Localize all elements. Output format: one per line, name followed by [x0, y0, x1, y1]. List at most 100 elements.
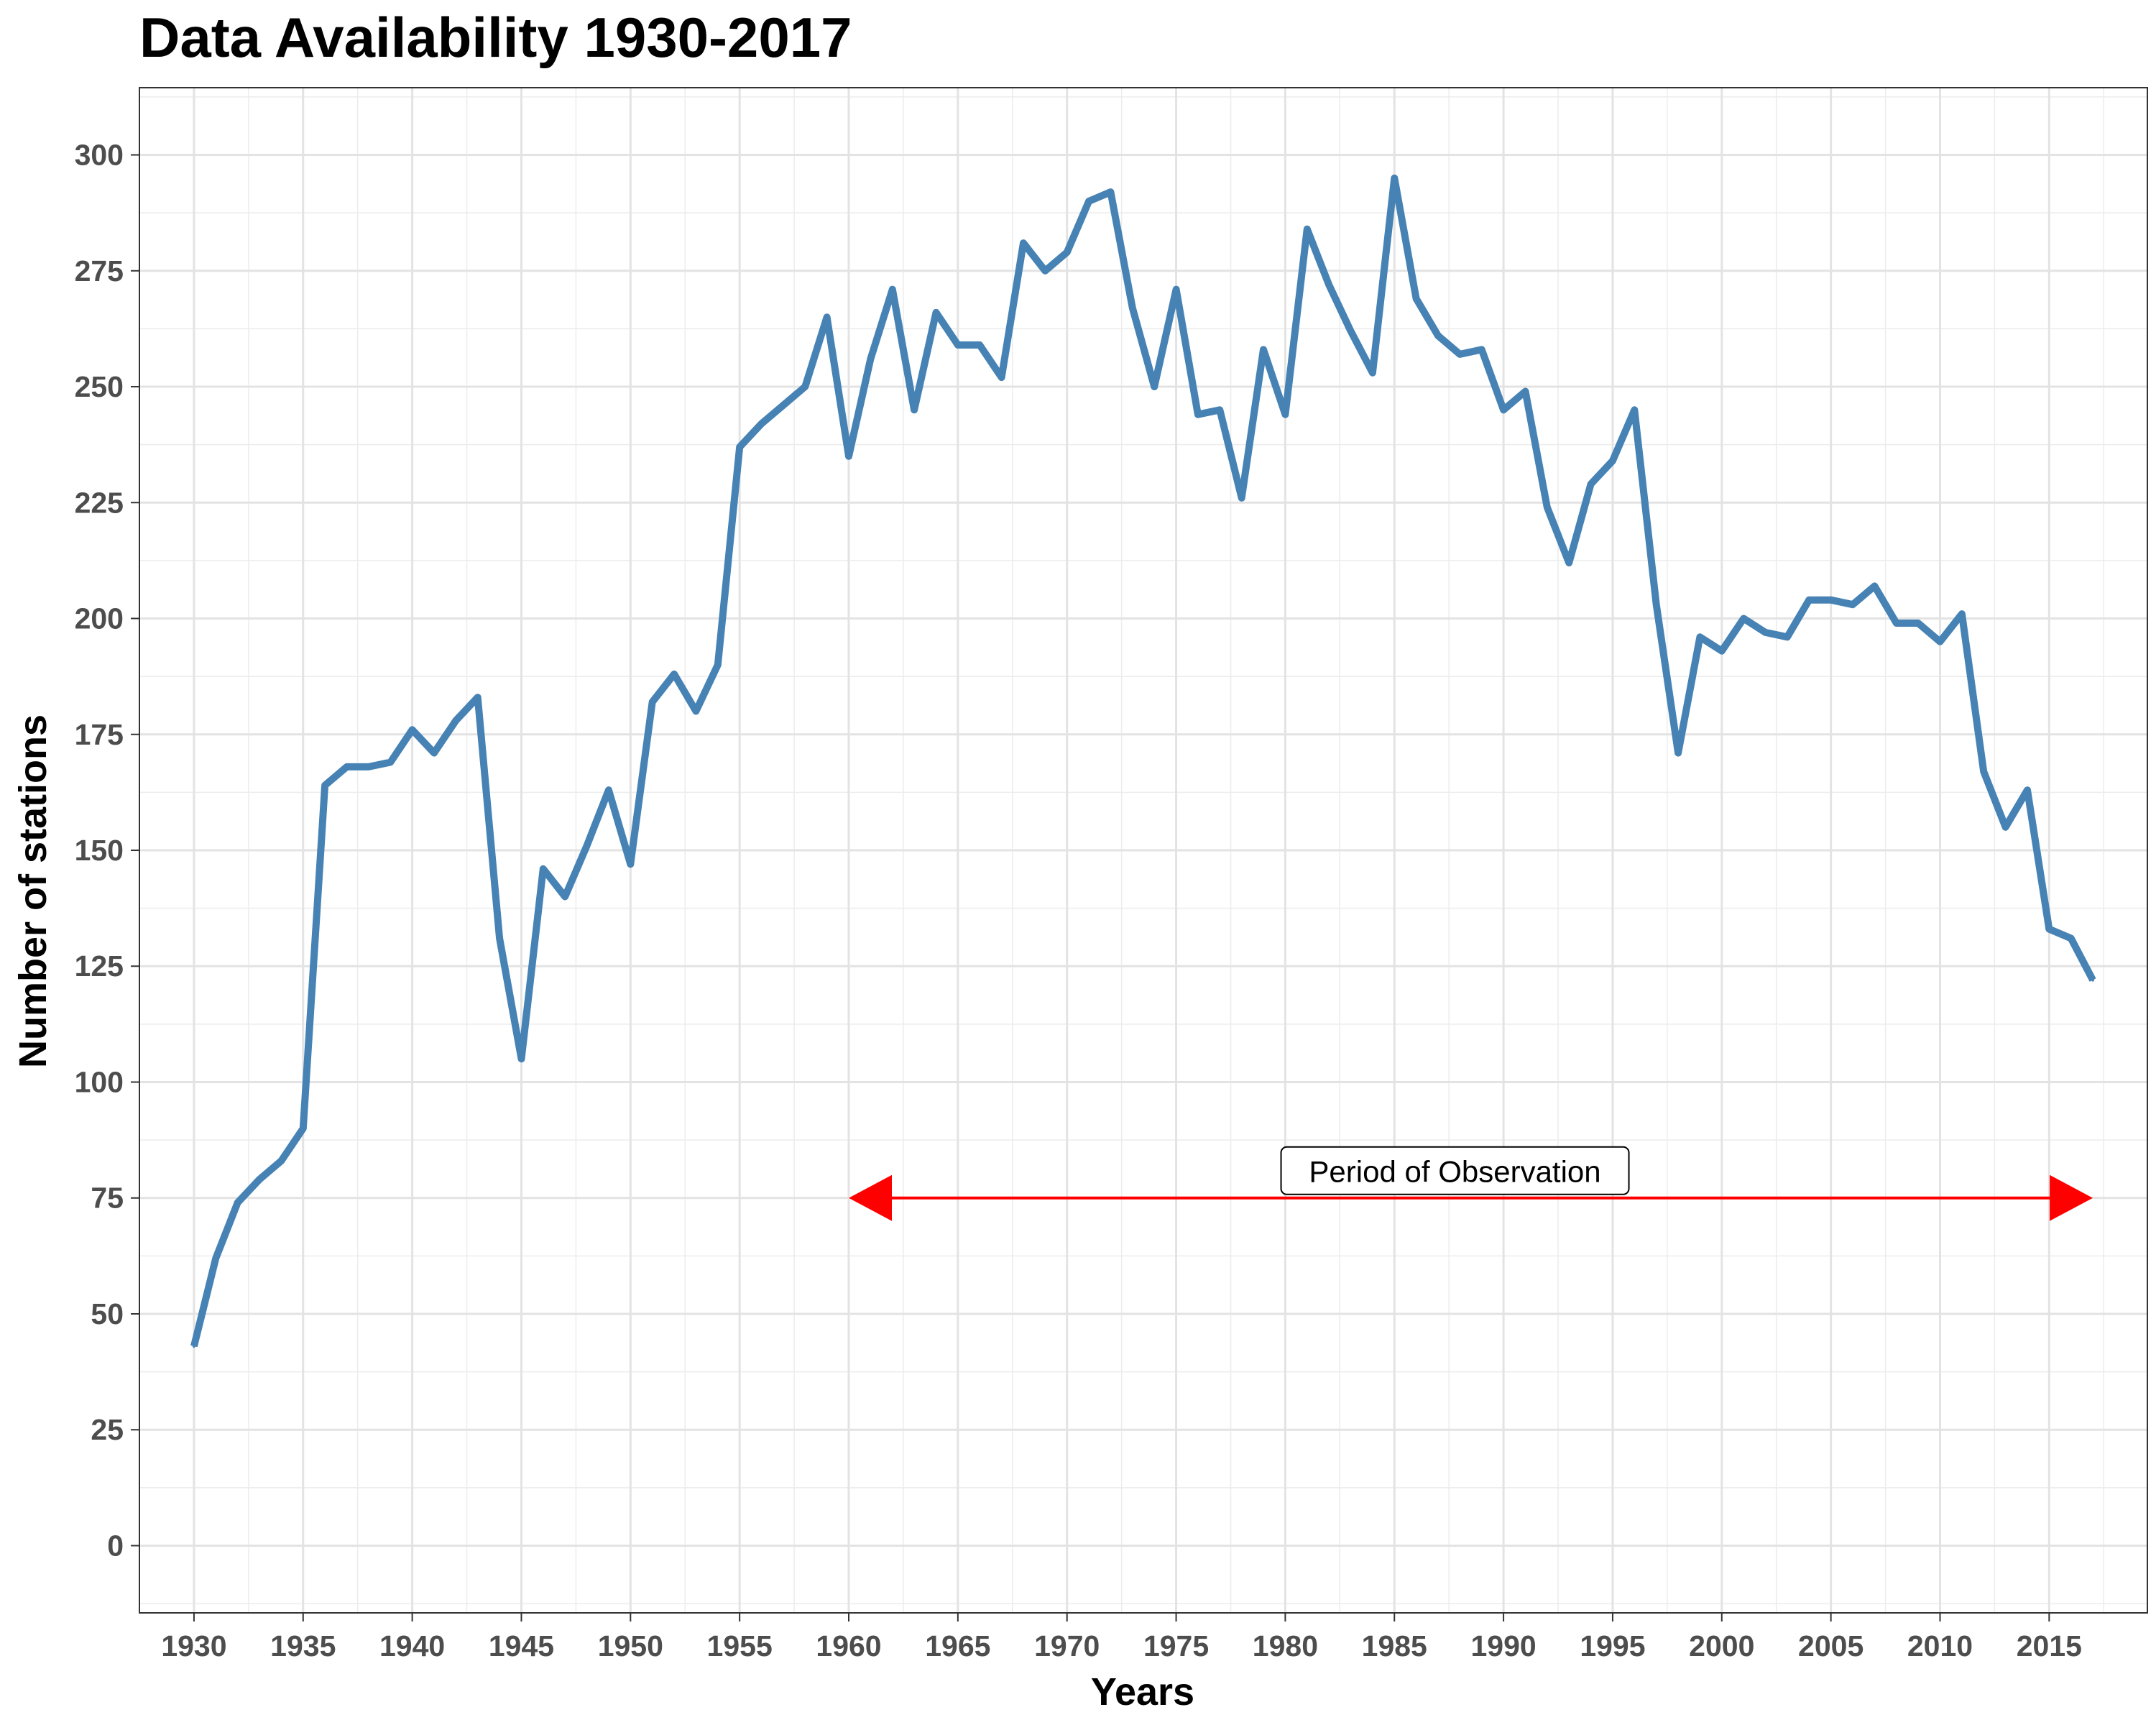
y-tick-label: 200 — [75, 602, 124, 635]
data-point — [476, 696, 479, 699]
data-point — [1611, 459, 1614, 463]
x-tick-label: 1980 — [1253, 1629, 1318, 1662]
x-tick-label: 1935 — [270, 1629, 336, 1662]
data-point — [890, 288, 894, 291]
major-gridlines — [139, 88, 2147, 1613]
data-point — [2091, 978, 2095, 982]
data-point — [1437, 334, 1439, 338]
data-point — [498, 937, 502, 940]
x-tick-label: 1940 — [379, 1629, 445, 1662]
data-point — [585, 844, 589, 847]
x-tick-label: 1985 — [1362, 1629, 1427, 1662]
data-point — [1938, 640, 1942, 643]
data-point — [869, 357, 872, 361]
y-tick-label: 125 — [75, 949, 124, 983]
y-axis-title: Number of stations — [11, 714, 55, 1068]
data-point — [1567, 561, 1571, 565]
data-point — [781, 403, 785, 407]
data-point — [1196, 413, 1199, 416]
annotation-label-box — [1280, 1146, 1630, 1195]
y-tick-label: 300 — [75, 139, 124, 172]
y-tick-label: 25 — [91, 1413, 124, 1446]
data-point — [2047, 927, 2051, 931]
data-point — [1894, 622, 1898, 625]
data-point — [236, 1201, 239, 1205]
chart-title: Data Availability 1930-2017 — [139, 6, 852, 69]
data-point — [1677, 751, 1680, 755]
x-tick-label: 2000 — [1689, 1629, 1754, 1662]
data-point — [2004, 825, 2007, 829]
data-point — [760, 422, 763, 426]
data-point — [258, 1177, 261, 1181]
data-point — [1240, 496, 1243, 500]
data-point — [1327, 283, 1331, 287]
data-point — [607, 788, 610, 792]
y-tick-label: 225 — [75, 486, 124, 519]
y-tick-label: 175 — [75, 718, 124, 751]
data-point — [1960, 612, 1963, 616]
data-point — [825, 316, 829, 319]
x-axis-title: Years — [1091, 1670, 1194, 1714]
data-point — [1873, 584, 1876, 588]
x-tick-label: 2010 — [1907, 1629, 1973, 1662]
data-point — [1982, 770, 1986, 773]
annotation-label: Period of Observation — [1309, 1155, 1600, 1189]
data-point — [1524, 390, 1527, 393]
data-point — [1720, 649, 1723, 653]
data-point — [1044, 269, 1047, 272]
x-tick-label: 1970 — [1034, 1629, 1100, 1662]
data-point — [1829, 598, 1833, 602]
data-point — [1262, 348, 1265, 351]
data-point — [1589, 482, 1593, 486]
data-point — [345, 765, 349, 768]
data-point — [1130, 306, 1134, 310]
data-point — [563, 895, 567, 898]
x-tick-label: 1965 — [925, 1629, 990, 1662]
x-tick-label: 1975 — [1143, 1629, 1209, 1662]
data-point — [1022, 242, 1025, 245]
x-tick-label: 2005 — [1798, 1629, 1864, 1662]
data-point — [673, 672, 676, 676]
data-point — [1785, 635, 1789, 639]
data-point — [1698, 635, 1702, 639]
x-tick-label: 1990 — [1470, 1629, 1536, 1662]
data-point — [847, 454, 850, 458]
data-point — [454, 719, 458, 722]
annotation-layer: Period of Observation — [849, 1146, 2093, 1221]
data-point — [1764, 630, 1767, 634]
data-point — [2026, 788, 2029, 792]
x-tick-label: 1995 — [1580, 1629, 1645, 1662]
y-tick-label: 250 — [75, 370, 124, 403]
data-point — [541, 867, 545, 870]
data-point — [214, 1256, 218, 1260]
y-tick-label: 75 — [91, 1182, 124, 1215]
data-point — [1851, 603, 1854, 607]
observation-arrowhead-right — [2050, 1174, 2093, 1221]
data-point — [1502, 408, 1506, 412]
x-tick-label: 1955 — [707, 1629, 773, 1662]
data-point — [410, 728, 414, 732]
data-point — [1000, 376, 1003, 380]
data-point — [2069, 937, 2073, 940]
observation-arrowhead-left — [849, 1174, 893, 1221]
data-point — [1633, 408, 1636, 412]
data-point — [1305, 227, 1309, 231]
y-axis: 0 25 50 75 100 125 150 175 200 225 250 275 300 — [75, 139, 139, 1562]
data-point — [1480, 348, 1483, 351]
data-point — [978, 344, 982, 346]
x-axis: 1930 1935 1940 1945 1950 1955 1960 1965 1970 1975… — [161, 1613, 2082, 1662]
y-tick-label: 100 — [75, 1065, 124, 1098]
data-point — [738, 445, 742, 448]
y-tick-label: 275 — [75, 254, 124, 288]
data-point — [1218, 408, 1222, 412]
data-point — [280, 1159, 283, 1163]
data-point — [1065, 251, 1069, 254]
data-point — [1545, 505, 1549, 509]
data-point — [1284, 413, 1287, 416]
data-point — [1393, 176, 1396, 180]
data-point — [1654, 603, 1658, 607]
data-point — [716, 663, 719, 666]
x-tick-label: 1950 — [598, 1629, 663, 1662]
data-point — [1370, 371, 1374, 374]
data-point — [520, 1057, 523, 1061]
